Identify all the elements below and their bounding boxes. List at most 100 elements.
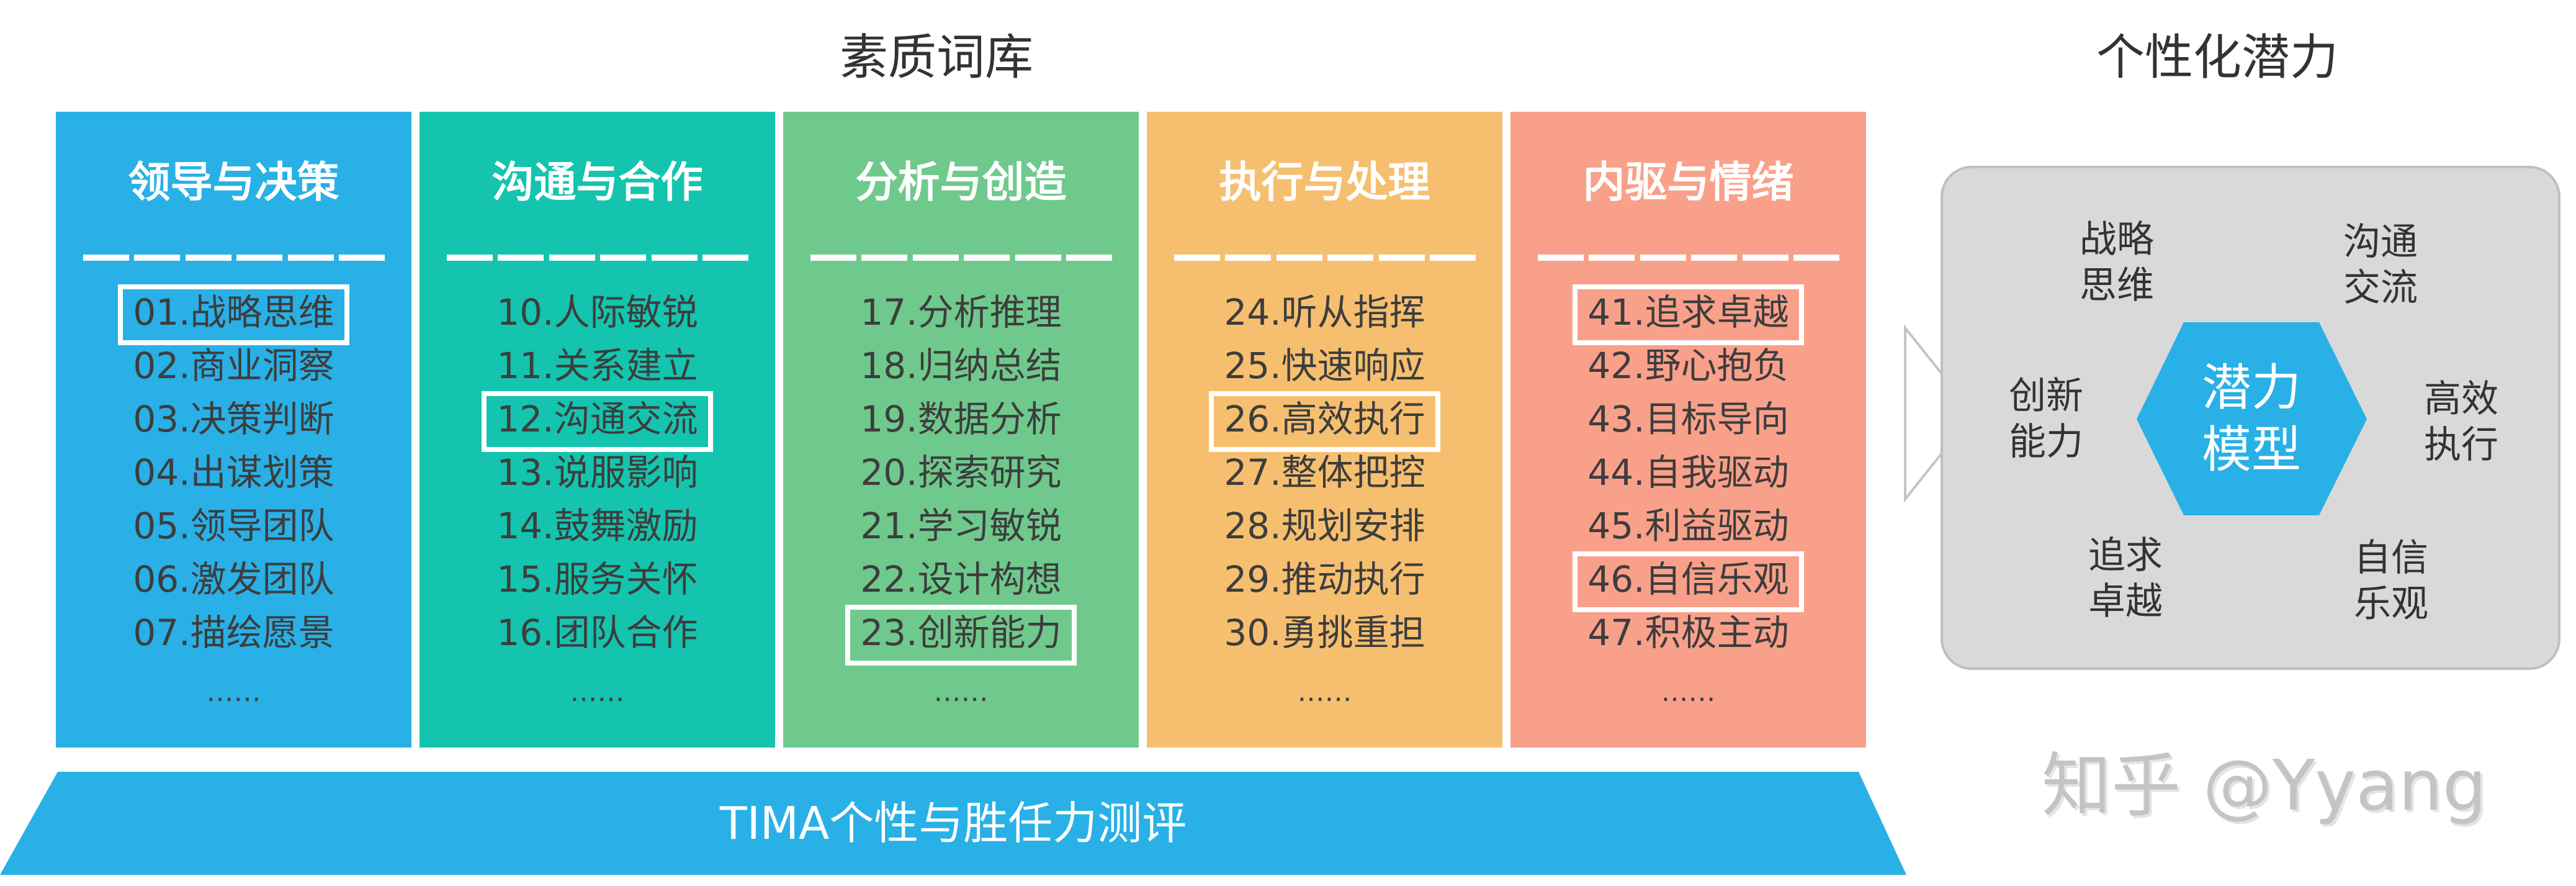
item-label: 30.勇挑重担 xyxy=(1224,612,1425,654)
list-item: 27.整体把控 xyxy=(1147,446,1502,499)
item-label: 11.关系建立 xyxy=(496,345,698,387)
column-analysis: 分析与创造 17.分析推理 18.归纳总结 19.数据分析 20.探索研究 21.学习敏锐… xyxy=(783,112,1139,748)
model-trait: 自信 乐观 xyxy=(2329,535,2453,627)
list-item: 44.自我驱动 xyxy=(1510,446,1866,499)
list-item: 26.高效执行 xyxy=(1147,391,1502,452)
trait-line: 沟通 xyxy=(2343,220,2418,264)
divider xyxy=(83,255,385,261)
list-item: 15.服务关怀 xyxy=(420,553,775,606)
trait-line: 追求 xyxy=(2088,534,2163,577)
list-item: 13.说服影响 xyxy=(420,446,775,499)
list-item: 03.决策判断 xyxy=(56,392,411,446)
list-item: 11.关系建立 xyxy=(420,339,775,392)
list-item: 41.追求卓越 xyxy=(1510,284,1866,345)
list-item: 01.战略思维 xyxy=(56,284,411,345)
model-trait: 高效 执行 xyxy=(2399,376,2523,468)
column-drive: 内驱与情绪 41.追求卓越 42.野心抱负 43.目标导向 44.自我驱动 45.利益驱动… xyxy=(1510,112,1866,748)
trait-line: 战略 xyxy=(2080,218,2154,261)
item-label: 27.整体把控 xyxy=(1224,451,1425,494)
divider xyxy=(447,255,748,261)
list-item: 06.激发团队 xyxy=(56,553,411,606)
list-item: 16.团队合作 xyxy=(420,606,775,659)
trait-line: 能力 xyxy=(2009,420,2083,464)
banner-text: TIMA个性与胜任力测评 xyxy=(719,797,1187,849)
item-label: 47.积极主动 xyxy=(1587,612,1789,654)
item-label: 05.领导团队 xyxy=(133,505,334,547)
list-item: 24.听从指挥 xyxy=(1147,286,1502,339)
more-ellipsis: …… xyxy=(570,676,625,708)
more-ellipsis: …… xyxy=(933,676,989,708)
list-item: 05.领导团队 xyxy=(56,499,411,553)
right-title: 个性化潜力 xyxy=(2096,30,2338,86)
item-label: 07.描绘愿景 xyxy=(133,612,334,654)
list-item: 10.人际敏锐 xyxy=(420,286,775,339)
divider xyxy=(1174,255,1476,261)
list-item: 43.目标导向 xyxy=(1510,392,1866,446)
list-item: 42.野心抱负 xyxy=(1510,339,1866,392)
item-label: 45.利益驱动 xyxy=(1587,505,1789,547)
item-label: 19.数据分析 xyxy=(860,398,1062,440)
trait-line: 乐观 xyxy=(2354,582,2428,626)
trait-line: 卓越 xyxy=(2088,580,2163,623)
list-item: 30.勇挑重担 xyxy=(1147,606,1502,659)
list-item: 19.数据分析 xyxy=(783,392,1139,446)
model-trait: 战略 思维 xyxy=(2055,217,2179,309)
banner-shape xyxy=(0,772,1906,875)
watermark: 知乎 @Yyang xyxy=(2042,746,2487,826)
more-ellipsis: …… xyxy=(1297,676,1352,708)
list-item: 17.分析推理 xyxy=(783,286,1139,339)
trait-line: 思维 xyxy=(2080,264,2154,307)
item-label: 25.快速响应 xyxy=(1224,345,1425,387)
item-label: 22.设计构想 xyxy=(860,558,1062,600)
more-ellipsis: …… xyxy=(206,676,261,708)
column-heading: 分析与创造 xyxy=(855,158,1067,207)
column-heading: 内驱与情绪 xyxy=(1582,158,1794,207)
trait-line: 交流 xyxy=(2343,266,2418,310)
item-label: 29.推动执行 xyxy=(1224,558,1425,600)
item-label: 18.归纳总结 xyxy=(860,345,1062,387)
more-ellipsis: …… xyxy=(1661,676,1716,708)
column-leadership: 领导与决策 01.战略思维 02.商业洞察 03.决策判断 04.出谋划策 05.领导团队… xyxy=(56,112,411,748)
list-item: 21.学习敏锐 xyxy=(783,499,1139,553)
item-label: 02.商业洞察 xyxy=(133,345,334,387)
hexagon xyxy=(2137,322,2367,515)
trait-line: 创新 xyxy=(2009,374,2083,418)
item-label: 41.追求卓越 xyxy=(1573,284,1804,345)
left-title: 素质词库 xyxy=(839,30,1033,86)
list-item: 46.自信乐观 xyxy=(1510,551,1866,612)
trait-line: 自信 xyxy=(2354,536,2428,580)
list-item: 12.沟通交流 xyxy=(420,391,775,452)
item-label: 20.探索研究 xyxy=(860,451,1062,494)
model-trait: 沟通 交流 xyxy=(2318,219,2443,311)
item-label: 24.听从指挥 xyxy=(1224,291,1425,333)
list-item: 45.利益驱动 xyxy=(1510,499,1866,553)
list-item: 02.商业洞察 xyxy=(56,339,411,392)
divider xyxy=(1538,255,1839,261)
list-item: 04.出谋划策 xyxy=(56,446,411,499)
item-label: 03.决策判断 xyxy=(133,398,334,440)
list-item: 20.探索研究 xyxy=(783,446,1139,499)
item-label: 21.学习敏锐 xyxy=(860,505,1062,547)
item-label: 17.分析推理 xyxy=(860,291,1062,333)
item-label: 10.人际敏锐 xyxy=(496,291,698,333)
item-label: 13.说服影响 xyxy=(496,451,698,494)
item-label: 43.目标导向 xyxy=(1587,398,1789,440)
banner xyxy=(0,772,1906,875)
column-heading: 执行与处理 xyxy=(1219,158,1430,207)
model-trait: 创新 能力 xyxy=(1984,373,2108,465)
list-item: 28.规划安排 xyxy=(1147,499,1502,553)
trait-line: 执行 xyxy=(2424,423,2498,467)
list-item: 25.快速响应 xyxy=(1147,339,1502,392)
item-label: 44.自我驱动 xyxy=(1587,451,1789,494)
list-item: 29.推动执行 xyxy=(1147,553,1502,606)
arrow-icon xyxy=(1904,324,1975,503)
model-center-label: 潜力 模型 xyxy=(2171,357,2332,481)
item-label: 23.创新能力 xyxy=(845,605,1077,666)
item-label: 46.自信乐观 xyxy=(1573,551,1804,612)
item-label: 28.规划安排 xyxy=(1224,505,1425,547)
item-label: 26.高效执行 xyxy=(1209,391,1440,452)
item-label: 42.野心抱负 xyxy=(1587,345,1789,387)
item-label: 12.沟通交流 xyxy=(482,391,713,452)
column-heading: 沟通与合作 xyxy=(491,158,703,207)
item-label: 16.团队合作 xyxy=(496,612,698,654)
